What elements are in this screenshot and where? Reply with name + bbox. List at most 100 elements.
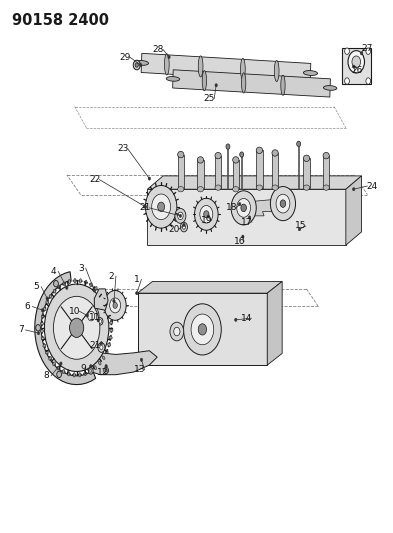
Text: 22: 22 bbox=[89, 175, 100, 184]
Circle shape bbox=[46, 297, 48, 300]
Ellipse shape bbox=[303, 155, 310, 161]
Circle shape bbox=[148, 177, 151, 180]
Ellipse shape bbox=[241, 59, 245, 79]
Ellipse shape bbox=[256, 147, 263, 154]
Polygon shape bbox=[267, 281, 282, 365]
Ellipse shape bbox=[110, 329, 113, 332]
Polygon shape bbox=[215, 156, 221, 188]
Ellipse shape bbox=[53, 362, 55, 366]
Ellipse shape bbox=[178, 187, 184, 192]
Text: 8: 8 bbox=[44, 372, 49, 380]
Ellipse shape bbox=[303, 70, 318, 76]
Polygon shape bbox=[240, 198, 287, 216]
Ellipse shape bbox=[101, 294, 103, 297]
Circle shape bbox=[53, 296, 100, 359]
Ellipse shape bbox=[100, 345, 103, 350]
Text: 28: 28 bbox=[153, 45, 164, 54]
Ellipse shape bbox=[109, 336, 112, 339]
Polygon shape bbox=[323, 156, 329, 188]
Circle shape bbox=[200, 205, 213, 223]
Text: 24: 24 bbox=[367, 182, 378, 190]
Polygon shape bbox=[342, 48, 371, 84]
Ellipse shape bbox=[110, 311, 113, 313]
Circle shape bbox=[152, 194, 171, 220]
Ellipse shape bbox=[133, 60, 140, 70]
Ellipse shape bbox=[170, 322, 184, 341]
Polygon shape bbox=[197, 160, 204, 189]
Text: 23: 23 bbox=[118, 144, 129, 153]
Ellipse shape bbox=[110, 321, 113, 324]
Text: 11: 11 bbox=[88, 313, 100, 321]
Ellipse shape bbox=[53, 280, 58, 287]
Circle shape bbox=[113, 300, 115, 303]
Circle shape bbox=[366, 48, 371, 54]
Circle shape bbox=[184, 304, 221, 355]
Circle shape bbox=[195, 198, 218, 230]
Ellipse shape bbox=[297, 141, 301, 147]
Text: 5: 5 bbox=[34, 282, 39, 291]
Ellipse shape bbox=[303, 185, 310, 190]
Ellipse shape bbox=[99, 320, 101, 323]
Ellipse shape bbox=[108, 314, 112, 317]
Ellipse shape bbox=[166, 77, 180, 81]
Circle shape bbox=[140, 358, 143, 361]
Ellipse shape bbox=[134, 60, 149, 66]
Ellipse shape bbox=[79, 373, 81, 377]
Ellipse shape bbox=[94, 366, 97, 369]
Circle shape bbox=[41, 309, 44, 312]
Ellipse shape bbox=[63, 282, 65, 286]
Ellipse shape bbox=[105, 298, 108, 301]
Circle shape bbox=[280, 200, 286, 207]
Circle shape bbox=[270, 187, 296, 221]
Ellipse shape bbox=[198, 56, 203, 77]
Polygon shape bbox=[147, 176, 362, 189]
Polygon shape bbox=[35, 272, 95, 385]
Ellipse shape bbox=[43, 308, 46, 311]
Circle shape bbox=[215, 84, 217, 87]
Circle shape bbox=[231, 191, 256, 225]
Polygon shape bbox=[178, 155, 184, 189]
Ellipse shape bbox=[352, 56, 361, 68]
Circle shape bbox=[144, 205, 147, 208]
Ellipse shape bbox=[197, 157, 204, 163]
Ellipse shape bbox=[105, 306, 108, 308]
Circle shape bbox=[183, 223, 185, 227]
Circle shape bbox=[239, 203, 241, 206]
Text: 21: 21 bbox=[89, 341, 100, 350]
Ellipse shape bbox=[135, 63, 138, 67]
Ellipse shape bbox=[57, 366, 60, 370]
Ellipse shape bbox=[215, 185, 221, 190]
Ellipse shape bbox=[272, 185, 278, 190]
Ellipse shape bbox=[103, 303, 105, 305]
Circle shape bbox=[276, 194, 290, 213]
Circle shape bbox=[179, 214, 182, 217]
Polygon shape bbox=[303, 158, 310, 188]
Text: 9: 9 bbox=[81, 365, 86, 373]
Circle shape bbox=[207, 215, 209, 218]
Polygon shape bbox=[147, 189, 346, 245]
Polygon shape bbox=[138, 293, 267, 365]
Ellipse shape bbox=[178, 151, 184, 158]
Ellipse shape bbox=[62, 369, 64, 374]
Text: 7: 7 bbox=[18, 326, 24, 334]
Circle shape bbox=[104, 290, 126, 320]
Polygon shape bbox=[138, 281, 282, 293]
Ellipse shape bbox=[46, 301, 49, 304]
Polygon shape bbox=[346, 176, 362, 245]
Text: 6: 6 bbox=[25, 302, 30, 311]
Ellipse shape bbox=[274, 60, 279, 82]
Ellipse shape bbox=[40, 322, 44, 325]
Text: 2: 2 bbox=[108, 272, 114, 280]
Circle shape bbox=[93, 289, 95, 292]
Ellipse shape bbox=[226, 144, 230, 149]
Ellipse shape bbox=[272, 150, 278, 156]
Ellipse shape bbox=[180, 222, 187, 232]
Ellipse shape bbox=[197, 187, 204, 192]
Ellipse shape bbox=[97, 294, 99, 296]
Ellipse shape bbox=[53, 289, 56, 293]
Ellipse shape bbox=[97, 318, 103, 325]
Text: 15: 15 bbox=[295, 222, 307, 230]
Ellipse shape bbox=[58, 285, 60, 289]
Circle shape bbox=[110, 298, 121, 313]
Ellipse shape bbox=[41, 315, 44, 318]
